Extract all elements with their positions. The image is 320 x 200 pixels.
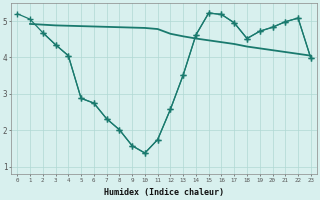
X-axis label: Humidex (Indice chaleur): Humidex (Indice chaleur) bbox=[104, 188, 224, 197]
